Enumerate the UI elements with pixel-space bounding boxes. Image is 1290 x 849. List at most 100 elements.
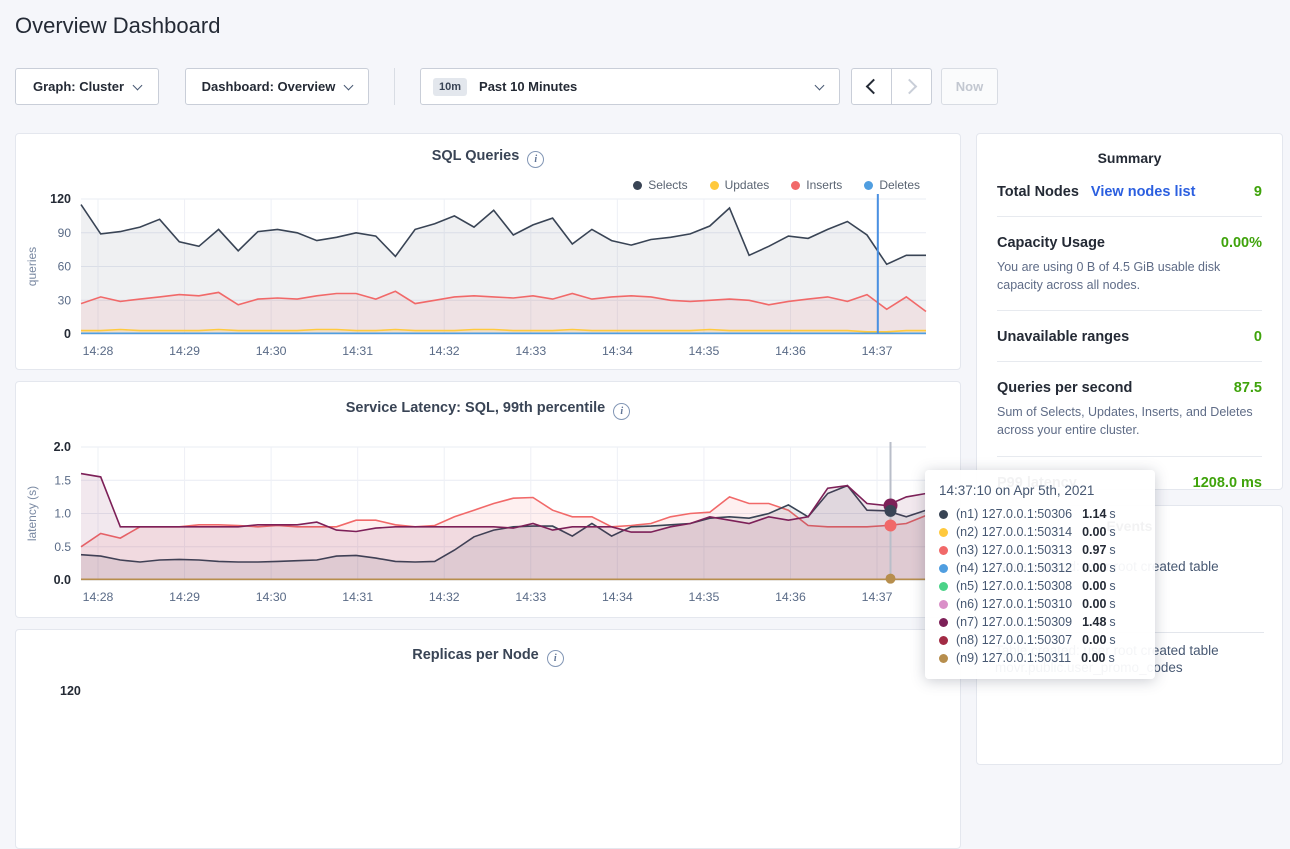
chart-title: Replicas per Node i — [16, 647, 960, 667]
legend-item-updates: Updates — [709, 178, 769, 192]
latency-unit: s — [1109, 579, 1116, 593]
svg-text:14:34: 14:34 — [602, 590, 633, 604]
chevron-down-icon — [343, 80, 354, 90]
node-address: (n3) 127.0.0.1:50313 — [956, 543, 1073, 557]
chevron-left-icon — [865, 78, 882, 95]
svg-text:14:31: 14:31 — [342, 344, 373, 358]
svg-text:14:29: 14:29 — [169, 344, 200, 358]
divider — [997, 310, 1262, 312]
divider — [997, 455, 1262, 457]
hover-dot — [884, 504, 897, 517]
svg-text:14:37: 14:37 — [862, 590, 893, 604]
hover-dot — [884, 519, 897, 532]
view-nodes-list-link[interactable]: View nodes list — [1090, 184, 1196, 200]
summary-value: 1208.0 ms — [1192, 474, 1262, 491]
next-range-button[interactable] — [891, 69, 931, 104]
svg-text:14:35: 14:35 — [689, 590, 720, 604]
node-address: (n4) 127.0.0.1:50312 — [956, 561, 1073, 575]
chart-title-text: Service Latency: SQL, 99th percentile — [345, 400, 606, 416]
now-button[interactable]: Now — [941, 68, 998, 105]
series-n7-127-0-0-1-50309 — [80, 472, 927, 533]
time-range-label: Past 10 Minutes — [479, 79, 578, 94]
tooltip-row: (n4) 127.0.0.1:50312 0.00 s — [939, 559, 1141, 577]
graph-dropdown-label: Graph: Cluster — [32, 79, 124, 94]
node-latency-value: 0.97 — [1082, 543, 1107, 557]
info-icon[interactable]: i — [527, 151, 545, 168]
legend-dot-icon — [633, 180, 643, 190]
replicas-per-node-panel: Replicas per Node i 120 — [15, 629, 961, 849]
legend-label: Selects — [648, 178, 688, 192]
node-address: (n6) 127.0.0.1:50310 — [956, 597, 1073, 611]
node-dot-icon — [939, 617, 948, 627]
tooltip-row: (n8) 127.0.0.1:50307 0.00 s — [939, 631, 1141, 649]
chart-legend: Selects Updates Inserts Deletes — [633, 178, 920, 192]
legend-label: Deletes — [879, 178, 920, 192]
service-latency-chart[interactable]: 14:28 14:29 14:30 14:31 14:32 14:33 14:34 14:35… — [16, 439, 932, 616]
summary-panel: Summary Total Nodes View nodes list 9 Capac… — [976, 133, 1283, 491]
graph-dropdown[interactable]: Graph: Cluster — [15, 68, 159, 105]
legend-label: Inserts — [806, 178, 843, 192]
node-address: (n9) 127.0.0.1:50311 — [956, 651, 1072, 665]
node-dot-icon — [939, 563, 948, 573]
series-n1-127-0-0-1-50306 — [80, 484, 927, 563]
prev-range-button[interactable] — [852, 69, 891, 104]
chart-title: Service Latency: SQL, 99th percentile i — [16, 400, 960, 420]
summary-title: Summary — [1097, 150, 1162, 166]
info-icon[interactable]: i — [613, 403, 631, 420]
legend-item-inserts: Inserts — [791, 178, 842, 192]
node-address: (n7) 127.0.0.1:50309 — [956, 615, 1073, 629]
info-icon[interactable]: i — [546, 650, 564, 667]
svg-text:14:33: 14:33 — [515, 344, 546, 358]
tooltip-row: (n9) 127.0.0.1:50311 0.00 s — [939, 649, 1141, 667]
svg-text:0.0: 0.0 — [54, 573, 71, 587]
sql-queries-panel: SQL Queries i Selects Updates Inserts Delete… — [15, 133, 961, 370]
latency-unit: s — [1109, 633, 1116, 647]
svg-text:14:30: 14:30 — [256, 344, 287, 358]
summary-label: Capacity Usage — [997, 235, 1105, 251]
svg-text:1.0: 1.0 — [54, 507, 71, 521]
latency-unit: s — [1109, 507, 1116, 521]
time-range-select[interactable]: 10m Past 10 Minutes — [420, 68, 840, 105]
summary-row: Queries per second 87.5 — [997, 380, 1262, 396]
svg-text:14:35: 14:35 — [689, 344, 720, 358]
node-latency-value: 0.00 — [1081, 651, 1106, 665]
dashboard-dropdown[interactable]: Dashboard: Overview — [185, 68, 369, 105]
summary-description: Sum of Selects, Updates, Inserts, and De… — [997, 405, 1253, 438]
svg-text:14:33: 14:33 — [515, 590, 546, 604]
tooltip-row: (n7) 127.0.0.1:50309 1.48 s — [939, 613, 1141, 631]
chevron-right-icon — [901, 78, 918, 95]
legend-item-deletes: Deletes — [864, 178, 920, 192]
node-address: (n1) 127.0.0.1:50306 — [956, 507, 1073, 521]
svg-text:14:32: 14:32 — [429, 344, 460, 358]
divider — [997, 361, 1262, 363]
summary-label: Unavailable ranges — [997, 329, 1130, 346]
svg-text:90: 90 — [58, 226, 72, 240]
node-address: (n5) 127.0.0.1:50308 — [956, 579, 1073, 593]
svg-text:14:30: 14:30 — [256, 590, 287, 604]
svg-text:0: 0 — [64, 327, 71, 341]
node-dot-icon — [939, 653, 948, 663]
node-latency-value: 0.00 — [1082, 525, 1107, 539]
svg-text:2.0: 2.0 — [54, 440, 71, 454]
series-inserts — [80, 290, 927, 313]
summary-value: 0 — [1253, 329, 1262, 346]
node-latency-value: 1.48 — [1082, 615, 1107, 629]
legend-dot-icon — [709, 180, 719, 190]
legend-dot-icon — [791, 180, 801, 190]
latency-unit: s — [1109, 615, 1116, 629]
latency-unit: s — [1108, 651, 1115, 665]
dashboard-dropdown-label: Dashboard: Overview — [201, 79, 336, 94]
time-range-badge: 10m — [433, 77, 468, 96]
summary-row: Unavailable ranges 0 — [997, 329, 1262, 345]
svg-text:60: 60 — [58, 260, 72, 274]
hover-dot — [885, 573, 896, 584]
node-dot-icon — [939, 635, 948, 645]
latency-unit: s — [1109, 597, 1116, 611]
sql-queries-chart[interactable]: 14:28 14:29 14:30 14:31 14:32 14:33 14:34 14:35… — [16, 191, 932, 368]
legend-dot-icon — [864, 180, 874, 190]
summary-label: Queries per second — [997, 380, 1133, 397]
tooltip-row: (n6) 127.0.0.1:50310 0.00 s — [939, 595, 1141, 613]
svg-text:120: 120 — [50, 192, 71, 206]
summary-label: Total Nodes — [997, 184, 1079, 200]
svg-text:30: 30 — [58, 293, 72, 307]
